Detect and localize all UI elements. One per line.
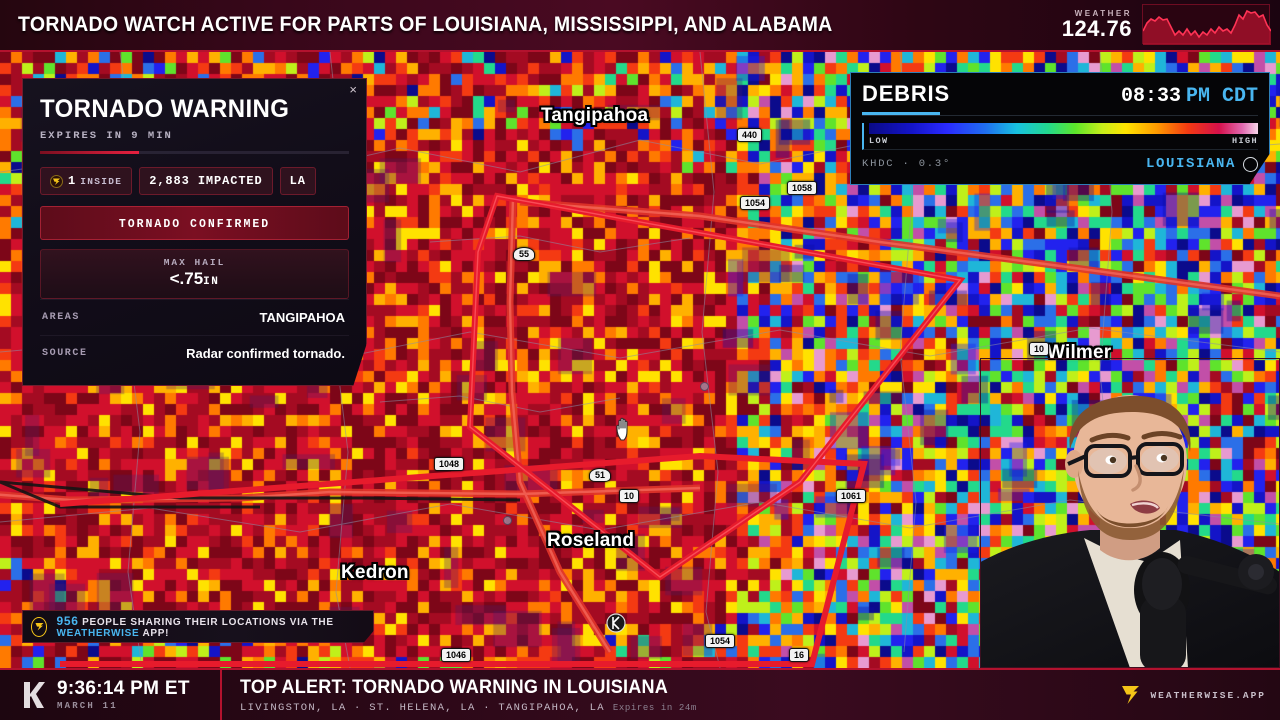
road-shield: 1054 bbox=[705, 634, 736, 648]
top-alert-subtitle: LIVINGSTON, LA · ST. HELENA, LA · TANGIP… bbox=[240, 702, 697, 714]
alert-expires: Expires in 24m bbox=[612, 702, 697, 713]
detail-row-source: SOURCE Radar confirmed tornado. bbox=[40, 335, 349, 371]
road-shield: 16 bbox=[789, 648, 810, 662]
current-time: 9:36:14 PM ET bbox=[57, 678, 190, 699]
share-text: 956 PEOPLE SHARING THEIR LOCATIONS VIA T… bbox=[56, 614, 373, 639]
brand-text: WEATHERWISE.APP bbox=[1150, 689, 1266, 701]
tornado-confirmed-label: TORNADO CONFIRMED bbox=[118, 218, 271, 231]
debris-scale-box: LOW HIGH bbox=[862, 123, 1258, 150]
location-sharing-bar[interactable]: 956 PEOPLE SHARING THEIR LOCATIONS VIA T… bbox=[22, 610, 374, 643]
debris-title: DEBRIS bbox=[862, 81, 950, 106]
warning-expires-text: EXPIRES IN 9 MIN bbox=[40, 130, 173, 142]
inside-label: INSIDE bbox=[80, 175, 123, 187]
road-shield: 1054 bbox=[740, 196, 771, 210]
brand-block[interactable]: WEATHERWISE.APP bbox=[1120, 683, 1266, 707]
current-date: MARCH 11 bbox=[57, 701, 118, 711]
debris-separator bbox=[862, 115, 1258, 116]
road-shield: 440 bbox=[737, 128, 763, 142]
detail-key-source: SOURCE bbox=[42, 348, 88, 359]
weather-ticker-widget[interactable]: WEATHER 124.76 bbox=[1061, 4, 1272, 45]
radar-site-marker[interactable] bbox=[605, 612, 627, 634]
debris-meridiem: PM CDT bbox=[1185, 85, 1258, 108]
debris-legend-panel[interactable]: DEBRIS 08:33 PM CDT LOW HIGH KHDC · 0.3° … bbox=[850, 72, 1270, 185]
city-dot bbox=[503, 516, 512, 525]
share-brand: WEATHERWISE bbox=[56, 628, 140, 639]
debris-state-selector[interactable]: LOUISIANA bbox=[1146, 156, 1258, 172]
impacted-label: 2,883 IMPACTED bbox=[149, 174, 263, 188]
share-text-after: APP! bbox=[142, 628, 170, 639]
bottom-status-bar: 9:36:14 PM ET MARCH 11 TOP ALERT: TORNAD… bbox=[0, 668, 1280, 720]
detail-value-areas: TANGIPAHOA bbox=[259, 310, 345, 325]
share-text-before: PEOPLE SHARING THEIR LOCATIONS VIA THE bbox=[82, 617, 334, 628]
share-count: 956 bbox=[56, 614, 79, 628]
debris-state-label: LOUISIANA bbox=[1145, 156, 1236, 172]
max-hail-value: <.75 bbox=[169, 269, 204, 288]
debris-scale-labels: LOW HIGH bbox=[869, 136, 1258, 146]
alert-counties: LIVINGSTON, LA · ST. HELENA, LA · TANGIP… bbox=[240, 701, 605, 714]
debris-header: DEBRIS 08:33 PM CDT bbox=[862, 81, 1258, 108]
tornado-confirmed-bar: TORNADO CONFIRMED bbox=[40, 206, 349, 240]
top-alert-block[interactable]: TOP ALERT: TORNADO WARNING IN LOUISIANA … bbox=[222, 677, 697, 714]
top-alert-title: TOP ALERT: TORNADO WARNING IN LOUISIANA bbox=[240, 676, 668, 698]
max-hail-label: MAX HAIL bbox=[163, 257, 226, 268]
badge-impacted[interactable]: 2,883 IMPACTED bbox=[139, 167, 273, 195]
warning-progress-fill bbox=[40, 151, 139, 154]
city-label: Kedron bbox=[341, 562, 409, 583]
top-alert-banner: TORNADO WATCH ACTIVE FOR PARTS OF LOUISI… bbox=[0, 0, 1280, 52]
ticker-label: WEATHER bbox=[1074, 8, 1132, 18]
host-webcam[interactable] bbox=[980, 358, 1280, 668]
city-label: Roseland bbox=[547, 530, 635, 551]
ticker-value: 124.76 bbox=[1061, 15, 1132, 41]
road-shield: 1046 bbox=[441, 648, 472, 662]
radar-site-label: KHDC · 0.3° bbox=[862, 158, 952, 170]
debris-timestamp: 08:33 PM CDT bbox=[1121, 85, 1258, 108]
tornado-logo-icon bbox=[31, 616, 48, 637]
detail-key-areas: AREAS bbox=[42, 312, 81, 323]
debris-footer: KHDC · 0.3° LOUISIANA bbox=[862, 156, 1258, 172]
city-dot bbox=[700, 382, 709, 391]
scale-low-label: LOW bbox=[869, 136, 889, 146]
debris-title-underline bbox=[862, 112, 940, 115]
ticker-sparkline-chart bbox=[1142, 4, 1272, 45]
road-shield: 1058 bbox=[787, 181, 818, 195]
state-toggle-icon[interactable] bbox=[1243, 156, 1258, 172]
tornado-warning-panel[interactable]: × TORNADO WARNING EXPIRES IN 9 MIN 1 INS… bbox=[22, 78, 367, 386]
badge-inside-count[interactable]: 1 INSIDE bbox=[40, 167, 133, 195]
weatherwise-tornado-icon bbox=[1122, 686, 1140, 704]
warning-title: TORNADO WARNING bbox=[40, 95, 290, 123]
max-hail-value-wrap: <.75IN bbox=[41, 269, 348, 289]
max-hail-unit: IN bbox=[203, 276, 220, 288]
road-shield: 1061 bbox=[836, 489, 867, 503]
debris-clock: 08:33 bbox=[1120, 85, 1181, 108]
road-shield: 1048 bbox=[434, 457, 465, 471]
warning-badge-row: 1 INSIDE 2,883 IMPACTED LA bbox=[40, 167, 349, 195]
weatherwise-k-logo-icon bbox=[20, 680, 46, 710]
road-shield: 10 bbox=[1029, 342, 1050, 356]
badge-state[interactable]: LA bbox=[279, 167, 316, 195]
clock-block: 9:36:14 PM ET MARCH 11 bbox=[0, 669, 222, 720]
city-label: Tangipahoa bbox=[541, 105, 649, 126]
debris-color-scale bbox=[869, 123, 1258, 134]
detail-row-areas: AREAS TANGIPAHOA bbox=[40, 299, 349, 335]
max-hail-box: MAX HAIL <.75IN bbox=[40, 249, 349, 299]
close-icon[interactable]: × bbox=[349, 82, 357, 97]
tornado-icon bbox=[50, 174, 63, 188]
detail-value-source: Radar confirmed tornado. bbox=[186, 346, 345, 361]
scale-high-label: HIGH bbox=[1231, 136, 1258, 146]
warning-progress-track bbox=[40, 151, 349, 154]
inside-count: 1 bbox=[68, 174, 76, 188]
state-label: LA bbox=[289, 174, 306, 188]
road-shield: 51 bbox=[589, 468, 612, 482]
road-shield: 10 bbox=[619, 489, 640, 503]
road-shield: 55 bbox=[513, 247, 536, 261]
top-banner-headline: TORNADO WATCH ACTIVE FOR PARTS OF LOUISI… bbox=[18, 13, 833, 36]
